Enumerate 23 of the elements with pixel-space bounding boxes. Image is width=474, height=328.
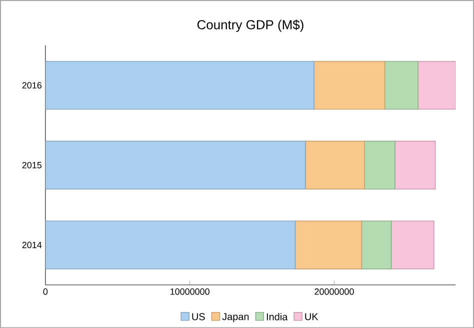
x-tick-label: 0 <box>43 288 48 295</box>
bar <box>418 60 456 110</box>
x-tick-label: 20000000 <box>314 288 354 295</box>
y-tick-label: 2014 <box>22 242 42 248</box>
legend-label: US <box>192 313 205 320</box>
chart-title: Country GDP (M$) <box>197 19 304 32</box>
bar <box>304 140 365 190</box>
legend-label: UK <box>305 313 318 320</box>
bar <box>361 220 392 270</box>
bar <box>45 60 314 110</box>
bar <box>45 220 296 270</box>
legend-label: Japan <box>222 313 249 322</box>
x-tick-label: 10000000 <box>170 288 210 295</box>
y-tick-label: 2015 <box>22 162 42 168</box>
y-tick-label: 2016 <box>22 82 42 88</box>
bar <box>45 140 306 190</box>
bar <box>294 220 362 270</box>
legend-label: India <box>266 312 288 320</box>
bar <box>394 140 436 190</box>
bar <box>390 220 434 270</box>
bar <box>384 60 418 110</box>
bar <box>314 60 386 110</box>
bar <box>364 140 396 190</box>
